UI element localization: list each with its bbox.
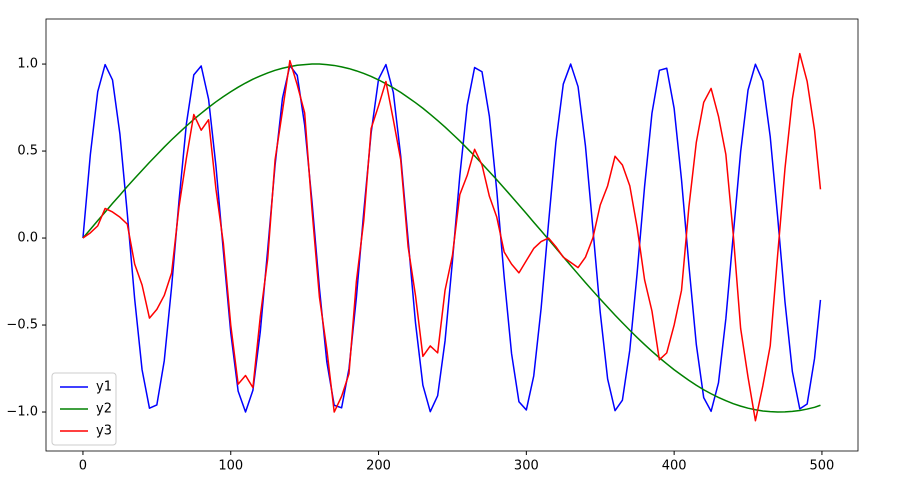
axes-frame xyxy=(45,18,859,452)
x-tick-label: 200 xyxy=(366,459,391,474)
x-tick-label: 500 xyxy=(810,459,835,474)
y-tick-label: 0.5 xyxy=(17,144,38,159)
y-tick-label: −1.0 xyxy=(6,405,38,420)
x-tick-label: 100 xyxy=(218,459,243,474)
legend-label: y1 xyxy=(96,380,112,395)
y-tick-label: −0.5 xyxy=(6,318,38,333)
x-tick-label: 0 xyxy=(79,459,87,474)
legend-label: y3 xyxy=(96,424,112,439)
y-tick-label: 0.0 xyxy=(17,231,38,246)
y-tick-label: 1.0 xyxy=(17,57,38,72)
x-tick-label: 300 xyxy=(514,459,539,474)
x-tick-label: 400 xyxy=(662,459,687,474)
series-line xyxy=(82,52,822,422)
legend: y1 y2 y3 xyxy=(51,372,117,446)
series-line xyxy=(82,63,822,413)
series-line xyxy=(82,63,821,413)
legend-label: y2 xyxy=(96,402,112,417)
